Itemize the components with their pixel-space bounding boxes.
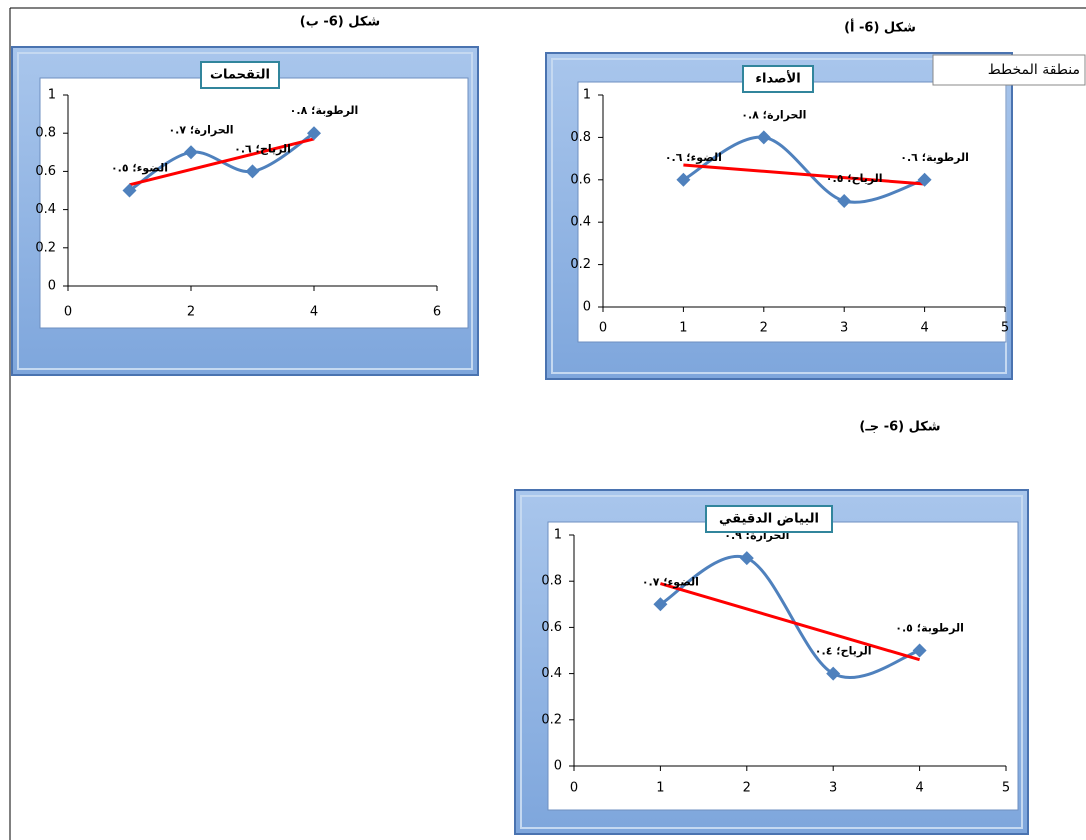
- title-box: [200, 61, 280, 89]
- data-label: الضوء؛ ٠.٧: [642, 575, 699, 588]
- data-label: الضوء؛ ٠.٥: [111, 162, 168, 175]
- title-box: [705, 505, 833, 533]
- data-label: الحرارة؛ ٠.٧: [168, 123, 233, 136]
- trendline: [659, 582, 921, 662]
- plot-area: [39, 77, 469, 329]
- y-tick-label: 0.8: [35, 126, 56, 141]
- marker: [122, 183, 137, 198]
- y-tick-label: 0.2: [541, 712, 562, 727]
- chart: 0 0.2 0.4 0.6 0.8 1 0 2 4 6 الضوء؛ ٠.٥ الحرارة؛ ٠.٧…: [11, 46, 479, 376]
- y-tick-label: 0.4: [35, 202, 56, 217]
- marker: [245, 164, 260, 179]
- trendline: [683, 163, 925, 186]
- marker: [826, 666, 841, 681]
- x-tick-label: 0: [64, 305, 72, 320]
- x-tick-label: 3: [829, 781, 837, 796]
- x-tick-label: 4: [310, 305, 318, 320]
- figure-caption: شكل (6- ب): [300, 15, 380, 30]
- y-tick-label: 1: [583, 88, 591, 103]
- x-tick-label: 5: [1001, 321, 1009, 336]
- trendline: [129, 137, 315, 187]
- marker: [676, 172, 691, 187]
- chart-bevel: [520, 495, 1023, 829]
- marker: [184, 145, 198, 160]
- tooltip: منطقة المخطط: [932, 54, 1086, 86]
- x-tick-label: 4: [920, 321, 928, 336]
- marker: [653, 597, 668, 612]
- y-tick-label: 1: [554, 528, 562, 543]
- x-tick-label: 5: [1002, 781, 1010, 796]
- figure-caption: شكل (6- أ): [844, 19, 916, 36]
- x-tick-label: 2: [760, 321, 768, 336]
- marker: [917, 172, 932, 187]
- plot-area: [547, 521, 1019, 811]
- x-tick-label: 1: [679, 321, 687, 336]
- y-tick-label: 0.4: [570, 215, 591, 230]
- x-tick-label: 4: [915, 781, 923, 796]
- y-tick-label: 0: [48, 279, 56, 294]
- data-label: الرطوبة؛ ٠.٥: [895, 622, 964, 635]
- title-box: [742, 65, 814, 93]
- data-label: الرطوبة؛ ٠.٨: [290, 104, 359, 117]
- tooltip-box: [932, 54, 1086, 86]
- data-label: الرياح؛ ٠.٤: [815, 645, 872, 658]
- y-tick-label: 0.2: [35, 240, 56, 255]
- chart-title: الأصداء: [755, 70, 800, 87]
- data-label: الرياح؛ ٠.٥: [826, 172, 883, 185]
- y-tick-label: 1: [48, 88, 56, 103]
- data-label: الرطوبة؛ ٠.٦: [900, 151, 969, 164]
- y-tick-label: 0.2: [570, 257, 591, 272]
- x-tick-label: 0: [599, 321, 607, 336]
- data-label: الحرارة؛ ٠.٨: [741, 108, 806, 121]
- x-tick-label: 2: [187, 305, 195, 320]
- series-line: [682, 135, 926, 204]
- chart: 0 0.2 0.4 0.6 0.8 1 0 1 2 3 4 5 الضوء؛ ٠.٦ الحرارة؛ ٠…: [545, 52, 1013, 380]
- data-label: الضوء؛ ٠.٦: [665, 151, 722, 164]
- x-tick-label: 3: [840, 321, 848, 336]
- y-tick-label: 0.6: [541, 620, 562, 635]
- marker: [837, 194, 852, 208]
- x-tick-label: 1: [656, 781, 664, 796]
- y-tick-label: 0.6: [570, 172, 591, 187]
- plot-area: [577, 81, 1007, 343]
- y-tick-label: 0.8: [570, 130, 591, 145]
- chart-title: التقحمات: [210, 68, 270, 83]
- marker: [307, 126, 321, 141]
- y-tick-label: 0: [554, 759, 562, 774]
- y-tick-label: 0.4: [541, 666, 562, 681]
- marker: [912, 643, 927, 658]
- data-label: الرياح؛ ٠.٦: [234, 142, 291, 155]
- tooltip-text: منطقة المخطط: [988, 62, 1080, 78]
- x-tick-label: 0: [570, 781, 578, 796]
- marker: [756, 130, 771, 145]
- chart-title: البياض الدقيقي: [719, 512, 819, 527]
- y-tick-label: 0: [583, 300, 591, 315]
- chart-bevel: [17, 52, 473, 370]
- y-tick-label: 0.6: [35, 164, 56, 179]
- marker: [739, 551, 754, 566]
- series-line: [659, 554, 921, 680]
- y-tick-label: 0.8: [541, 574, 562, 589]
- x-tick-label: 2: [743, 781, 751, 796]
- figure-caption: شكل (6- جـ): [859, 420, 940, 435]
- x-tick-label: 6: [433, 305, 441, 320]
